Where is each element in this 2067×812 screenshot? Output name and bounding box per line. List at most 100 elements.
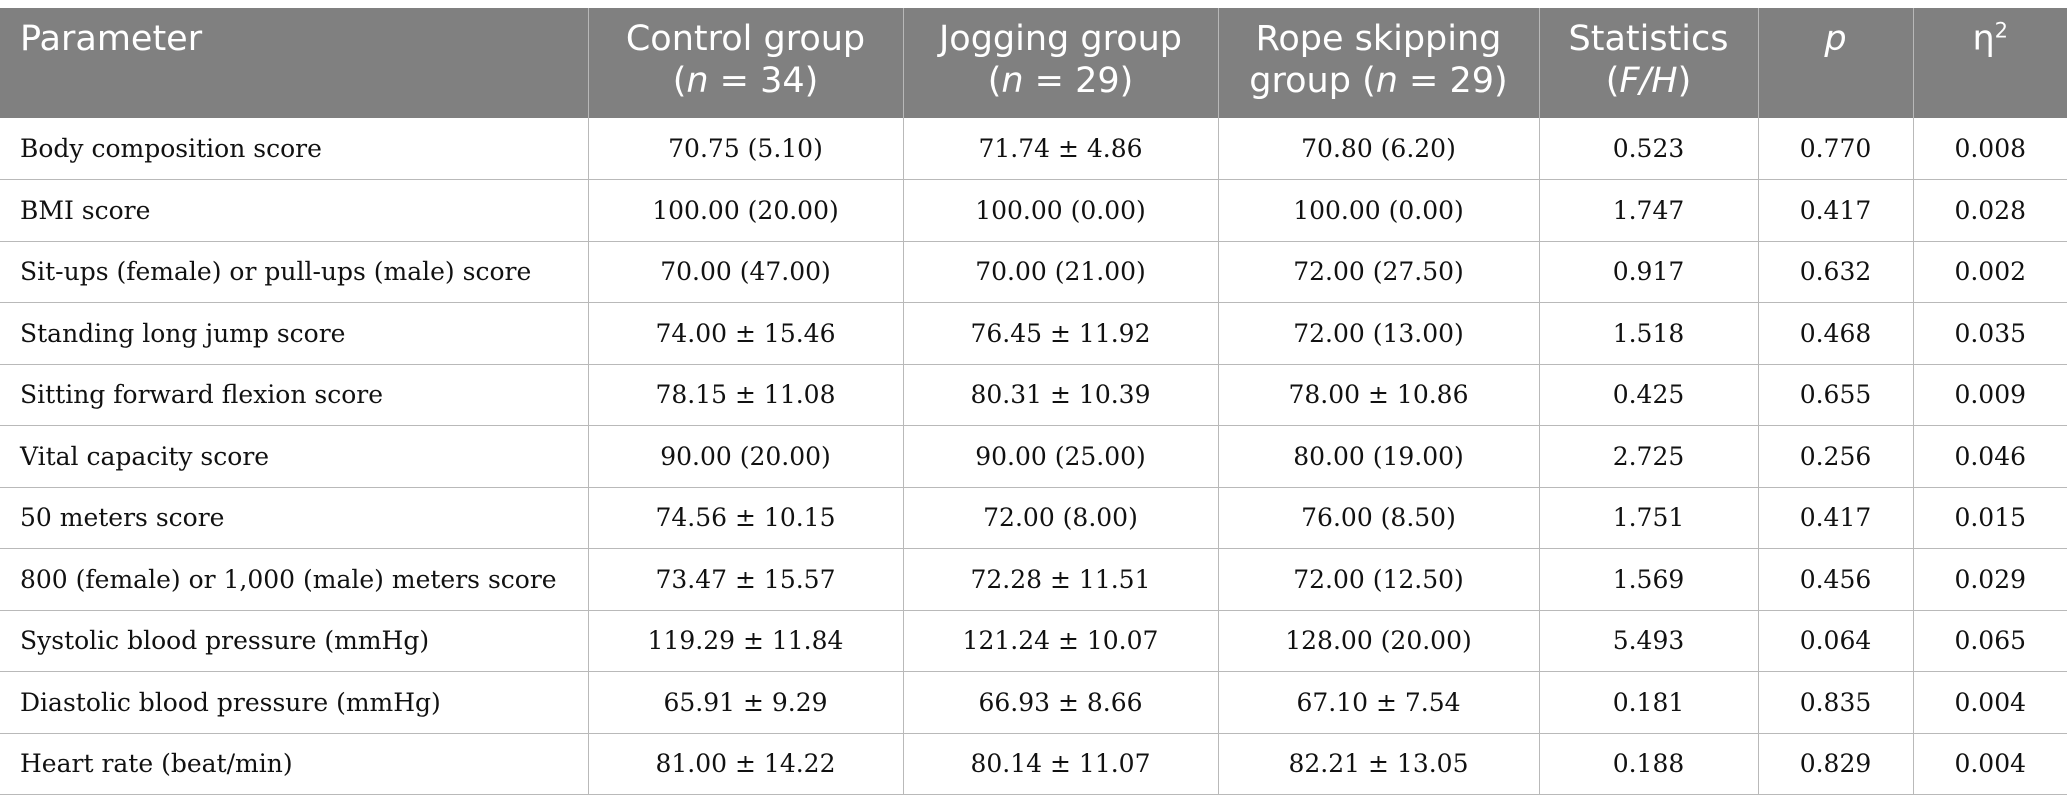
control-cell: 70.75 (5.10)	[587, 118, 903, 180]
eta-squared-cell: 0.008	[1912, 118, 2067, 180]
table-row: Vital capacity score 90.00 (20.00) 90.00 (…	[0, 425, 2067, 488]
eta-squared-cell: 0.046	[1912, 425, 2067, 488]
parameter-cell: BMI score	[0, 179, 588, 242]
header-p-value: p	[1757, 8, 1913, 118]
header-control-group: Control group (n = 34)	[587, 8, 903, 118]
eta-squared-cell: 0.028	[1912, 179, 2067, 242]
jogging-cell: 100.00 (0.00)	[902, 179, 1218, 242]
jogging-cell: 72.00 (8.00)	[902, 487, 1218, 549]
rope-skipping-cell: 67.10 ± 7.54	[1217, 671, 1539, 734]
parameter-cell: Body composition score	[0, 118, 588, 180]
control-cell: 73.47 ± 15.57	[587, 548, 903, 611]
parameter-cell: Heart rate (beat/min)	[0, 733, 588, 795]
header-parameter: Parameter	[0, 8, 588, 118]
rope-skipping-cell: 72.00 (13.00)	[1217, 302, 1539, 365]
control-cell: 74.00 ± 15.46	[587, 302, 903, 365]
table-body: Body composition score 70.75 (5.10) 71.74 …	[0, 118, 2067, 795]
control-cell: 78.15 ± 11.08	[587, 364, 903, 426]
eta-squared-cell: 0.065	[1912, 610, 2067, 672]
p-value-cell: 0.835	[1757, 671, 1913, 734]
eta-squared-cell: 0.004	[1912, 733, 2067, 795]
eta-squared-cell: 0.004	[1912, 671, 2067, 734]
statistics-cell: 2.725	[1538, 425, 1758, 488]
header-eta-squared: η2	[1912, 8, 2067, 118]
rope-skipping-cell: 76.00 (8.50)	[1217, 487, 1539, 549]
table-row: 50 meters score 74.56 ± 10.15 72.00 (8.00)…	[0, 487, 2067, 549]
jogging-cell: 66.93 ± 8.66	[902, 671, 1218, 734]
parameter-cell: Vital capacity score	[0, 425, 588, 488]
jogging-cell: 71.74 ± 4.86	[902, 118, 1218, 180]
eta-squared-cell: 0.002	[1912, 241, 2067, 303]
table-row: Sit-ups (female) or pull-ups (male) scor…	[0, 241, 2067, 303]
jogging-cell: 72.28 ± 11.51	[902, 548, 1218, 611]
eta-squared-cell: 0.029	[1912, 548, 2067, 611]
parameter-cell: Standing long jump score	[0, 302, 588, 365]
table-row: Standing long jump score 74.00 ± 15.46 76.…	[0, 302, 2067, 365]
parameter-cell: Systolic blood pressure (mmHg)	[0, 610, 588, 672]
header-rope-skipping-group: Rope skipping group (n = 29)	[1217, 8, 1539, 118]
jogging-cell: 80.31 ± 10.39	[902, 364, 1218, 426]
p-value-cell: 0.655	[1757, 364, 1913, 426]
jogging-cell: 76.45 ± 11.92	[902, 302, 1218, 365]
control-cell: 119.29 ± 11.84	[587, 610, 903, 672]
parameter-cell: Diastolic blood pressure (mmHg)	[0, 671, 588, 734]
control-cell: 90.00 (20.00)	[587, 425, 903, 488]
jogging-cell: 80.14 ± 11.07	[902, 733, 1218, 795]
rope-skipping-cell: 80.00 (19.00)	[1217, 425, 1539, 488]
eta-squared-cell: 0.015	[1912, 487, 2067, 549]
rope-skipping-cell: 128.00 (20.00)	[1217, 610, 1539, 672]
jogging-cell: 90.00 (25.00)	[902, 425, 1218, 488]
table-row: Diastolic blood pressure (mmHg) 65.91 ± 9…	[0, 671, 2067, 734]
statistics-cell: 1.751	[1538, 487, 1758, 549]
statistics-cell: 1.747	[1538, 179, 1758, 242]
table-row: 800 (female) or 1,000 (male) meters scor…	[0, 548, 2067, 611]
statistics-cell: 0.425	[1538, 364, 1758, 426]
control-cell: 70.00 (47.00)	[587, 241, 903, 303]
p-value-cell: 0.456	[1757, 548, 1913, 611]
table-row: Sitting forward flexion score 78.15 ± 11.…	[0, 364, 2067, 426]
statistics-cell: 5.493	[1538, 610, 1758, 672]
rope-skipping-cell: 72.00 (27.50)	[1217, 241, 1539, 303]
statistics-cell: 0.181	[1538, 671, 1758, 734]
table-row: Systolic blood pressure (mmHg) 119.29 ± 1…	[0, 610, 2067, 672]
control-cell: 100.00 (20.00)	[587, 179, 903, 242]
p-value-cell: 0.632	[1757, 241, 1913, 303]
statistics-cell: 1.518	[1538, 302, 1758, 365]
table-header: Parameter Control group (n = 34) Jogging…	[0, 8, 2067, 118]
jogging-cell: 121.24 ± 10.07	[902, 610, 1218, 672]
statistics-cell: 1.569	[1538, 548, 1758, 611]
table-row: BMI score 100.00 (20.00) 100.00 (0.00) 100.…	[0, 179, 2067, 242]
control-cell: 74.56 ± 10.15	[587, 487, 903, 549]
rope-skipping-cell: 100.00 (0.00)	[1217, 179, 1539, 242]
rope-skipping-cell: 72.00 (12.50)	[1217, 548, 1539, 611]
eta-squared-cell: 0.009	[1912, 364, 2067, 426]
results-table: Parameter Control group (n = 34) Jogging…	[0, 8, 2067, 795]
parameter-cell: Sitting forward flexion score	[0, 364, 588, 426]
header-statistics: Statistics (F/H)	[1538, 8, 1758, 118]
eta-squared-cell: 0.035	[1912, 302, 2067, 365]
statistics-cell: 0.188	[1538, 733, 1758, 795]
p-value-cell: 0.468	[1757, 302, 1913, 365]
p-value-cell: 0.417	[1757, 179, 1913, 242]
table-row: Heart rate (beat/min) 81.00 ± 14.22 80.14 …	[0, 733, 2067, 795]
p-value-cell: 0.064	[1757, 610, 1913, 672]
results-table-container: Parameter Control group (n = 34) Jogging…	[0, 8, 2067, 795]
statistics-cell: 0.917	[1538, 241, 1758, 303]
control-cell: 65.91 ± 9.29	[587, 671, 903, 734]
rope-skipping-cell: 78.00 ± 10.86	[1217, 364, 1539, 426]
p-value-cell: 0.829	[1757, 733, 1913, 795]
header-jogging-group: Jogging group (n = 29)	[902, 8, 1218, 118]
statistics-cell: 0.523	[1538, 118, 1758, 180]
jogging-cell: 70.00 (21.00)	[902, 241, 1218, 303]
table-row: Body composition score 70.75 (5.10) 71.74 …	[0, 118, 2067, 180]
header-row: Parameter Control group (n = 34) Jogging…	[0, 8, 2067, 118]
rope-skipping-cell: 82.21 ± 13.05	[1217, 733, 1539, 795]
parameter-cell: 800 (female) or 1,000 (male) meters scor…	[0, 548, 588, 611]
parameter-cell: Sit-ups (female) or pull-ups (male) scor…	[0, 241, 588, 303]
parameter-cell: 50 meters score	[0, 487, 588, 549]
p-value-cell: 0.770	[1757, 118, 1913, 180]
p-value-cell: 0.256	[1757, 425, 1913, 488]
control-cell: 81.00 ± 14.22	[587, 733, 903, 795]
p-value-cell: 0.417	[1757, 487, 1913, 549]
rope-skipping-cell: 70.80 (6.20)	[1217, 118, 1539, 180]
